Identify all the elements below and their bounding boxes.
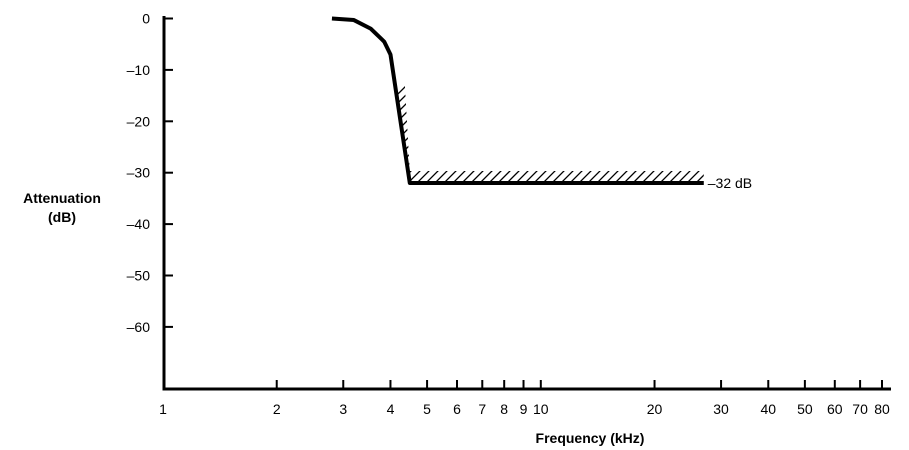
x-tick-label: 3	[339, 401, 347, 417]
annotation-minus-32-db: –32 dB	[708, 175, 752, 191]
y-tick-label: –30	[127, 165, 151, 181]
x-tick-label: 4	[387, 401, 395, 417]
x-tick-label: 60	[827, 401, 843, 417]
x-tick-label: 8	[500, 401, 508, 417]
attenuation-curve	[331, 16, 704, 185]
series-group	[331, 16, 704, 185]
x-axis-title: Frequency (kHz)	[536, 430, 645, 446]
x-tick-label: 9	[520, 401, 528, 417]
x-axis-ticks: 1 2 3 4 5 6 7 8 9 10 20 30 40 50 60 70 80	[159, 380, 890, 417]
y-axis-title-line-1: Attenuation	[23, 190, 101, 206]
x-tick-label: 2	[273, 401, 281, 417]
x-tick-label: 80	[874, 401, 890, 417]
x-tick-label: 50	[797, 401, 813, 417]
x-tick-label: 5	[423, 401, 431, 417]
x-tick-label: 30	[713, 401, 729, 417]
x-tick-label: 10	[533, 401, 549, 417]
y-tick-label: –20	[127, 113, 151, 129]
y-tick-label: –50	[127, 268, 151, 284]
y-axis-title-line-2: (dB)	[48, 209, 76, 225]
x-tick-label: 20	[647, 401, 663, 417]
y-tick-label: –60	[127, 319, 151, 335]
y-tick-label: –10	[127, 62, 151, 78]
limit-mask-hatch	[331, 6, 704, 183]
y-axis-ticks: 0 –10 –20 –30 –40 –50 –60	[127, 11, 173, 335]
y-tick-label: –40	[127, 216, 151, 232]
x-tick-label: 40	[760, 401, 776, 417]
x-tick-label: 70	[852, 401, 868, 417]
x-tick-label: 1	[159, 401, 167, 417]
y-tick-label: 0	[142, 11, 150, 27]
x-tick-label: 6	[453, 401, 461, 417]
x-tick-label: 7	[478, 401, 486, 417]
